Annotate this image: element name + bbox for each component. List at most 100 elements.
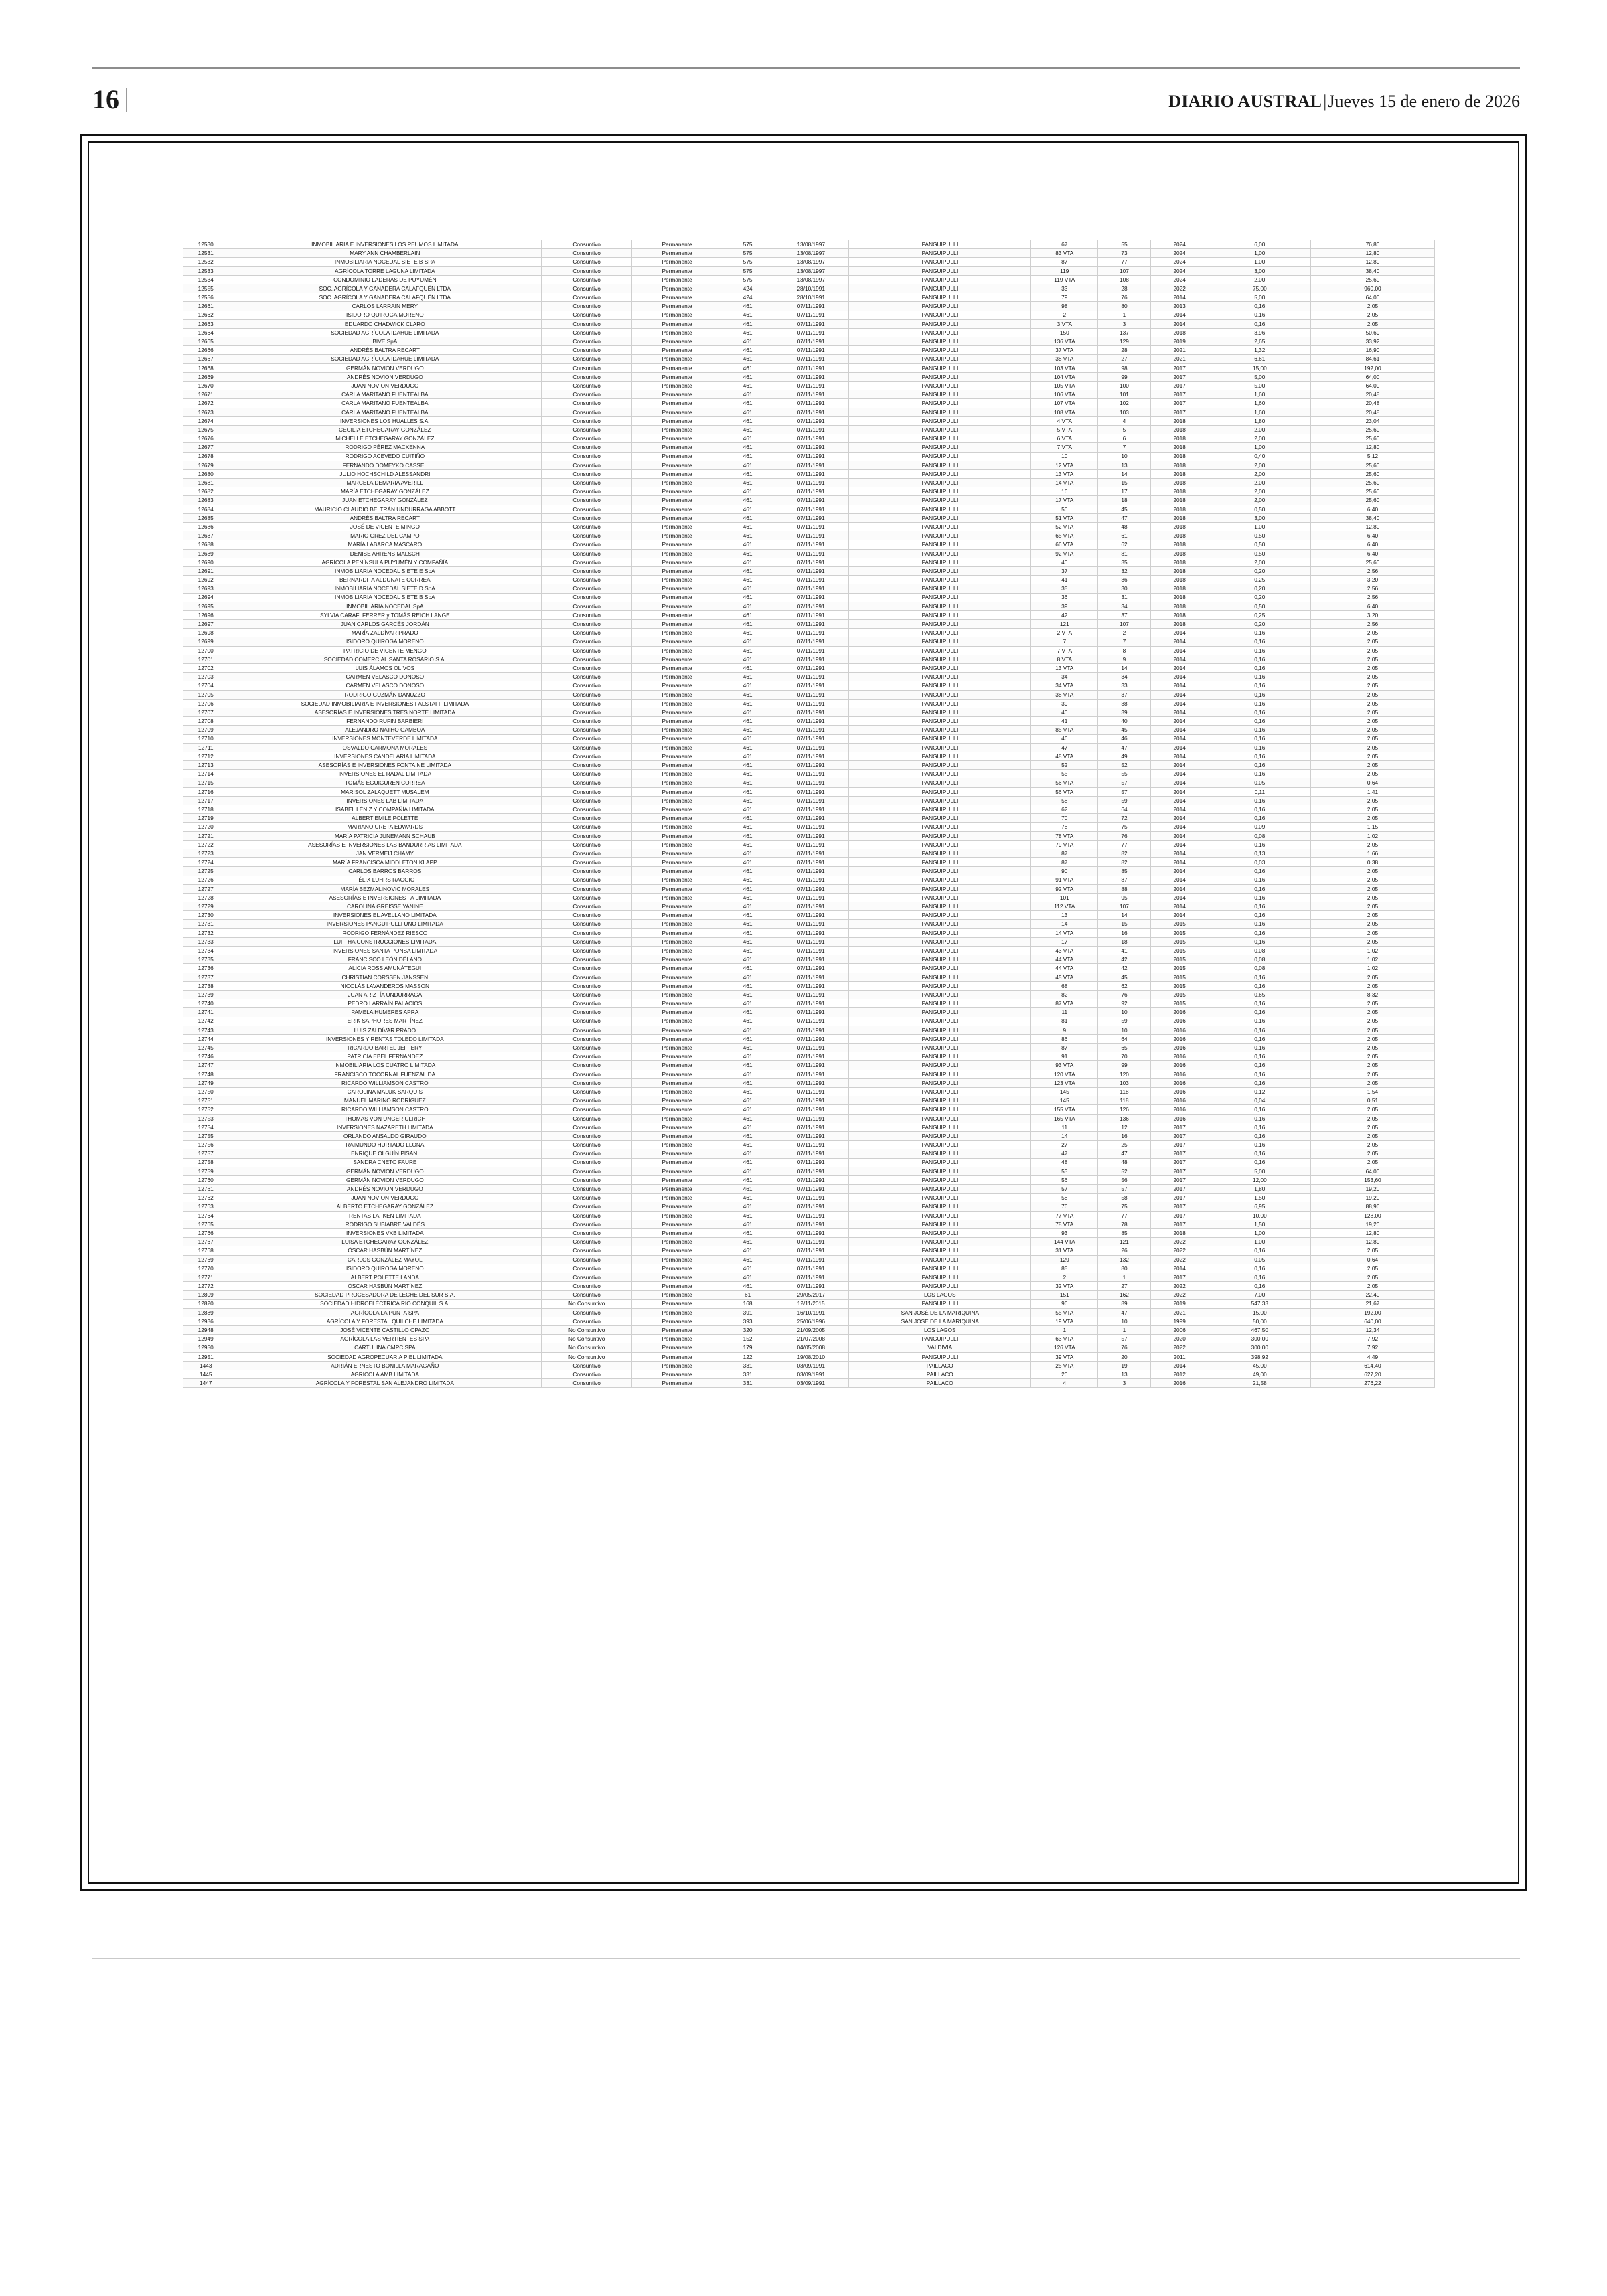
cell-numero: 78 VTA: [1030, 1219, 1099, 1230]
cell-foja: 461: [721, 848, 774, 859]
cell-uso: Consuntivo: [541, 1290, 633, 1300]
cell-ejercicio: Permanente: [631, 902, 722, 912]
cell-uso: Consuntivo: [541, 584, 633, 594]
cell-caudal: 0,16: [1208, 1113, 1311, 1123]
cell-comuna: SAN JOSÉ DE LA MARIQUINA: [848, 1316, 1032, 1327]
cell-numero: 104 VTA: [1030, 372, 1099, 382]
table-row: 12772 ÓSCAR HASBÚN MARTÍNEZ Consuntivo Perm…: [182, 1281, 1436, 1291]
cell-comuna: PANGUIPULLI: [848, 1246, 1032, 1256]
cell-foja: 179: [721, 1343, 774, 1353]
cell-monto: 38,40: [1310, 266, 1436, 276]
cell-ejercicio: Permanente: [631, 663, 722, 673]
cell-anio: 2024: [1150, 257, 1209, 267]
cell-caudal: 3,00: [1208, 266, 1311, 276]
cell-caudal: 0,16: [1208, 672, 1311, 682]
cell-ejercicio: Permanente: [631, 548, 722, 558]
cell-id: 12702: [182, 663, 229, 673]
table-row: 12709 ALEJANDRO NATHO GAMBOA Consuntivo Per…: [182, 725, 1436, 735]
cell-comuna: PANGUIPULLI: [848, 760, 1032, 770]
cell-ejercicio: Permanente: [631, 1237, 722, 1247]
cell-id: 12765: [182, 1219, 229, 1230]
cell-registro: 47: [1097, 1149, 1151, 1159]
cell-comuna: PANGUIPULLI: [848, 707, 1032, 718]
cell-fecha: 07/11/1991: [773, 1016, 850, 1026]
cell-ejercicio: Permanente: [631, 672, 722, 682]
cell-titular: CAROLINA GREISSE YANINE: [228, 902, 542, 912]
cell-monto: 1,66: [1310, 848, 1436, 859]
cell-titular: INVERSIONES LAB LIMITADA: [228, 795, 542, 806]
cell-foja: 461: [721, 1254, 774, 1264]
cell-comuna: PANGUIPULLI: [848, 319, 1032, 329]
cell-numero: 108 VTA: [1030, 407, 1099, 417]
cell-titular: RODRIGO FERNÁNDEZ RIESCO: [228, 928, 542, 938]
cell-id: 12719: [182, 813, 229, 823]
cell-numero: 47: [1030, 742, 1099, 752]
cell-caudal: 15,00: [1208, 1307, 1311, 1317]
cell-registro: 64: [1097, 804, 1151, 815]
table-row: 12531 MARY ANN CHAMBERLAIN Consuntivo Perma…: [182, 248, 1436, 258]
cell-titular: CARLOS BARROS BARROS: [228, 866, 542, 876]
cell-id: 12674: [182, 416, 229, 426]
table-row: 12707 ASESORÍAS E INVERSIONES TRES NORTE …: [182, 707, 1436, 718]
cell-comuna: PANGUIPULLI: [848, 248, 1032, 258]
cell-foja: 461: [721, 327, 774, 338]
cell-foja: 461: [721, 1122, 774, 1132]
cell-monto: 1,02: [1310, 945, 1436, 956]
cell-numero: 55 VTA: [1030, 1307, 1099, 1317]
cell-monto: 21,67: [1310, 1299, 1436, 1309]
cell-anio: 2014: [1150, 689, 1209, 700]
cell-ejercicio: Permanente: [631, 1166, 722, 1176]
cell-uso: Consuntivo: [541, 540, 633, 550]
cell-titular: INMOBILIARIA NOCEDAL SIETE B SpA: [228, 592, 542, 602]
cell-anio: 1999: [1150, 1316, 1209, 1327]
cell-uso: Consuntivo: [541, 345, 633, 355]
table-row: 12704 CARMEN VELASCO DONOSO Consuntivo Perm…: [182, 681, 1436, 691]
registry-table-container: 12530 INMOBILIARIA E INVERSIONES LOS PEUM…: [182, 239, 1436, 1388]
table-row: 12750 CAROLINA MALUK SARQUIS Consuntivo Per…: [182, 1086, 1436, 1097]
cell-anio: 2016: [1150, 1113, 1209, 1123]
cell-anio: 2014: [1150, 672, 1209, 682]
cell-titular: ORLANDO ANSALDO GIRAUDO: [228, 1131, 542, 1141]
cell-titular: JAN VERMEIJ CHAMY: [228, 848, 542, 859]
cell-caudal: 1,00: [1208, 442, 1311, 453]
cell-anio: 2014: [1150, 1263, 1209, 1273]
cell-ejercicio: Permanente: [631, 478, 722, 488]
cell-caudal: 0,16: [1208, 1157, 1311, 1167]
cell-registro: 34: [1097, 601, 1151, 611]
cell-id: 12715: [182, 778, 229, 788]
cell-titular: CARLOS LARRAIN MERY: [228, 301, 542, 311]
cell-caudal: 0,16: [1208, 1016, 1311, 1026]
cell-anio: 2016: [1150, 1052, 1209, 1062]
cell-foja: 461: [721, 637, 774, 647]
cell-id: 12684: [182, 504, 229, 514]
cell-registro: 18: [1097, 936, 1151, 947]
cell-registro: 76: [1097, 831, 1151, 841]
cell-comuna: PANGUIPULLI: [848, 839, 1032, 849]
cell-titular: CECILIA ETCHEGARAY GONZÁLEZ: [228, 424, 542, 435]
cell-comuna: PANGUIPULLI: [848, 337, 1032, 347]
cell-id: 12756: [182, 1140, 229, 1150]
cell-comuna: PANGUIPULLI: [848, 698, 1032, 708]
cell-caudal: 0,16: [1208, 1069, 1311, 1079]
cell-fecha: 21/09/2005: [773, 1325, 850, 1335]
cell-uso: Consuntivo: [541, 575, 633, 585]
table-row: 12751 MANUEL MARINO RODRÍGUEZ Consuntivo Pe…: [182, 1096, 1436, 1106]
table-row: 12733 LUFTHA CONSTRUCCIONES LIMITADA Consu…: [182, 936, 1436, 947]
cell-caudal: 0,03: [1208, 857, 1311, 868]
cell-registro: 81: [1097, 548, 1151, 558]
cell-anio: 2018: [1150, 487, 1209, 497]
cell-comuna: PANGUIPULLI: [848, 1078, 1032, 1088]
cell-foja: 461: [721, 1060, 774, 1070]
cell-anio: 2018: [1150, 548, 1209, 558]
cell-foja: 461: [721, 540, 774, 550]
cell-registro: 64: [1097, 1034, 1151, 1044]
cell-monto: 2,56: [1310, 592, 1436, 602]
cell-id: 12755: [182, 1131, 229, 1141]
cell-anio: 2018: [1150, 531, 1209, 541]
cell-foja: 575: [721, 248, 774, 258]
cell-comuna: PANGUIPULLI: [848, 1007, 1032, 1017]
table-row: 12724 MARÍA FRANCISCA MIDDLETON KLAPP Cons…: [182, 857, 1436, 868]
cell-foja: 461: [721, 434, 774, 444]
cell-caudal: 0,16: [1208, 681, 1311, 691]
cell-titular: RICARDO BARTEL JEFFERY: [228, 1043, 542, 1053]
